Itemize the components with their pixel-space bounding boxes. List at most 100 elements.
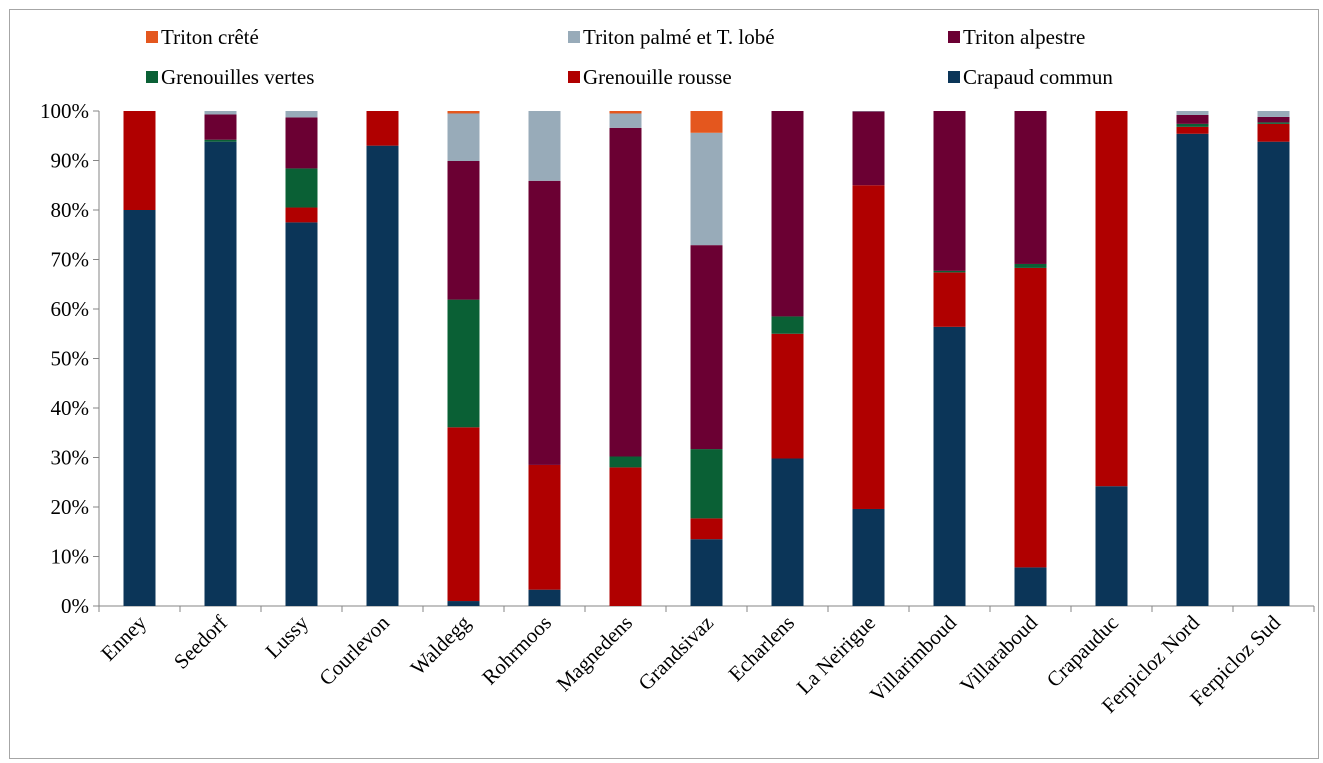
bar-segment-triton-palme-et-t-lobe-waldegg bbox=[447, 113, 480, 161]
y-tick-label: 20% bbox=[51, 495, 90, 519]
category-label-seedorf: Seedorf bbox=[169, 611, 232, 674]
y-tick-label: 100% bbox=[40, 99, 89, 123]
category-label-waldegg: Waldegg bbox=[406, 610, 476, 680]
bar-segment-grenouille-rousse-villarimboud bbox=[933, 272, 966, 327]
bar-segment-grenouilles-vertes-echarlens bbox=[771, 316, 804, 334]
bar-segment-triton-alpestre-waldegg bbox=[447, 160, 480, 300]
bar-segment-crapaud-commun-enney bbox=[123, 210, 156, 606]
bar-segment-triton-palme-et-t-lobe-ferpicloz-sud bbox=[1257, 111, 1290, 117]
bar-segment-triton-alpestre-villaraboud bbox=[1014, 111, 1047, 264]
category-label-echarlens: Echarlens bbox=[724, 611, 800, 687]
bar-segment-grenouilles-vertes-magnedens bbox=[609, 456, 642, 468]
y-tick-label: 0% bbox=[61, 594, 89, 618]
bar-segment-triton-palme-et-t-lobe-magnedens bbox=[609, 113, 642, 128]
category-label-crapauduc: Crapauduc bbox=[1042, 611, 1123, 692]
bar-segment-grenouille-rousse-grandsivaz bbox=[690, 518, 723, 540]
bar-segment-triton-alpestre-grandsivaz bbox=[690, 245, 723, 450]
bar-segment-triton-palme-et-t-lobe-rohrmoos bbox=[528, 111, 561, 181]
legend-swatch-grenouille-rousse bbox=[568, 71, 580, 83]
bar-segment-triton-alpestre-seedorf bbox=[204, 114, 237, 140]
y-tick-label: 10% bbox=[51, 545, 90, 569]
bar-segment-grenouilles-vertes-waldegg bbox=[447, 299, 480, 428]
bar-segment-triton-crete-magnedens bbox=[609, 111, 642, 114]
bar-segment-crapaud-commun-ferpicloz-sud bbox=[1257, 141, 1290, 606]
bar-segment-triton-alpestre-rohrmoos bbox=[528, 180, 561, 465]
bar-segment-grenouille-rousse-crapauduc bbox=[1095, 111, 1128, 487]
bar-segment-crapaud-commun-crapauduc bbox=[1095, 486, 1128, 606]
legend-label-grenouilles-vertes: Grenouilles vertes bbox=[161, 65, 314, 89]
y-tick-label: 50% bbox=[51, 347, 90, 371]
bar-segment-triton-palme-et-t-lobe-grandsivaz bbox=[690, 132, 723, 246]
bar-segment-triton-alpestre-la-neirigue bbox=[852, 111, 885, 186]
bar-segment-crapaud-commun-waldegg bbox=[447, 601, 480, 606]
bar-segment-grenouille-rousse-waldegg bbox=[447, 427, 480, 602]
category-label-courlevon: Courlevon bbox=[314, 610, 394, 690]
category-label-lussy: Lussy bbox=[261, 610, 314, 663]
bar-segment-crapaud-commun-grandsivaz bbox=[690, 539, 723, 606]
legend-swatch-grenouilles-vertes bbox=[146, 71, 158, 83]
bar-segment-grenouille-rousse-enney bbox=[123, 111, 156, 210]
y-tick-label: 80% bbox=[51, 198, 90, 222]
bar-segment-crapaud-commun-la-neirigue bbox=[852, 508, 885, 606]
legend-swatch-triton-palme-et-t-lobe bbox=[568, 31, 580, 43]
bar-segment-crapaud-commun-villaraboud bbox=[1014, 567, 1047, 606]
y-tick-label: 30% bbox=[51, 446, 90, 470]
bar-segment-grenouilles-vertes-lussy bbox=[285, 168, 318, 208]
bar-segment-triton-crete-waldegg bbox=[447, 111, 480, 114]
bar-segment-crapaud-commun-lussy bbox=[285, 222, 318, 606]
bar-segment-crapaud-commun-villarimboud bbox=[933, 326, 966, 606]
category-label-la-neirigue: La Neirigue bbox=[792, 611, 880, 699]
legend-swatch-triton-crete bbox=[146, 31, 158, 43]
stacked-bar-chart: Triton crêté Triton palmé et T. lobé Trito… bbox=[40, 25, 1315, 718]
legend-label-triton-palme-et-t-lobe: Triton palmé et T. lobé bbox=[583, 25, 775, 49]
bar-segment-crapaud-commun-echarlens bbox=[771, 458, 804, 606]
bar-segment-grenouille-rousse-ferpicloz-sud bbox=[1257, 123, 1290, 142]
category-labels: Enney Seedorf Lussy Courlevon Waldegg Rohrmoo… bbox=[96, 610, 1285, 718]
legend-label-triton-alpestre: Triton alpestre bbox=[963, 25, 1085, 49]
legend-label-crapaud-commun: Crapaud commun bbox=[963, 65, 1113, 89]
y-tick-label: 40% bbox=[51, 396, 90, 420]
bar-segment-grenouille-rousse-echarlens bbox=[771, 333, 804, 459]
bar-segment-grenouilles-vertes-villaraboud bbox=[1014, 263, 1047, 268]
y-tick-label: 70% bbox=[51, 248, 90, 272]
bar-segment-grenouille-rousse-lussy bbox=[285, 207, 318, 223]
legend-label-grenouille-rousse: Grenouille rousse bbox=[583, 65, 732, 89]
bar-segment-triton-alpestre-lussy bbox=[285, 117, 318, 169]
bar-segment-triton-alpestre-ferpicloz-nord bbox=[1176, 114, 1209, 124]
bar-segment-triton-crete-grandsivaz bbox=[690, 111, 723, 133]
bar-segment-crapaud-commun-seedorf bbox=[204, 141, 237, 606]
legend-swatch-crapaud-commun bbox=[948, 71, 960, 83]
category-label-villaraboud: Villaraboud bbox=[955, 610, 1042, 697]
bar-segment-triton-alpestre-echarlens bbox=[771, 111, 804, 317]
y-tick-label: 60% bbox=[51, 297, 90, 321]
bar-segment-triton-alpestre-ferpicloz-sud bbox=[1257, 116, 1290, 123]
axes: 0% 10% 20% 30% 40% 50% 60% 70% 80% 90% 100% bbox=[40, 99, 1315, 618]
bar-segment-triton-palme-et-t-lobe-lussy bbox=[285, 111, 318, 118]
bar-segment-crapaud-commun-rohrmoos bbox=[528, 589, 561, 606]
legend-swatch-triton-alpestre bbox=[948, 31, 960, 43]
bar-segment-grenouille-rousse-courlevon bbox=[366, 111, 399, 146]
y-tick-label: 90% bbox=[51, 149, 90, 173]
bar-segment-triton-palme-et-t-lobe-ferpicloz-nord bbox=[1176, 111, 1209, 115]
bar-segment-triton-alpestre-villarimboud bbox=[933, 111, 966, 271]
bar-segment-grenouille-rousse-rohrmoos bbox=[528, 464, 561, 590]
bar-segment-grenouilles-vertes-seedorf bbox=[204, 139, 237, 142]
bar-segment-grenouilles-vertes-villarimboud bbox=[933, 270, 966, 273]
category-label-enney: Enney bbox=[96, 610, 151, 665]
bar-segment-triton-palme-et-t-lobe-seedorf bbox=[204, 111, 237, 115]
category-label-villarimboud: Villarimboud bbox=[865, 610, 961, 706]
category-label-rohrmoos: Rohrmoos bbox=[477, 611, 556, 690]
bar-segment-grenouille-rousse-ferpicloz-nord bbox=[1176, 126, 1209, 134]
chart-frame: Triton crêté Triton palmé et T. lobé Trito… bbox=[9, 9, 1319, 759]
category-label-grandsivaz: Grandsivaz bbox=[633, 611, 718, 696]
bar-segment-crapaud-commun-courlevon bbox=[366, 145, 399, 606]
category-label-magnedens: Magnedens bbox=[552, 611, 637, 696]
bar-segment-grenouilles-vertes-ferpicloz-sud bbox=[1257, 122, 1290, 124]
bar-segment-grenouille-rousse-magnedens bbox=[609, 467, 642, 606]
bar-segment-grenouille-rousse-villaraboud bbox=[1014, 267, 1047, 568]
bar-segment-triton-alpestre-magnedens bbox=[609, 127, 642, 457]
legend: Triton crêté Triton palmé et T. lobé Trito… bbox=[146, 25, 1113, 89]
bar-segment-grenouilles-vertes-grandsivaz bbox=[690, 449, 723, 519]
bar-segment-grenouilles-vertes-ferpicloz-nord bbox=[1176, 123, 1209, 127]
bar-segment-crapaud-commun-ferpicloz-nord bbox=[1176, 133, 1209, 606]
